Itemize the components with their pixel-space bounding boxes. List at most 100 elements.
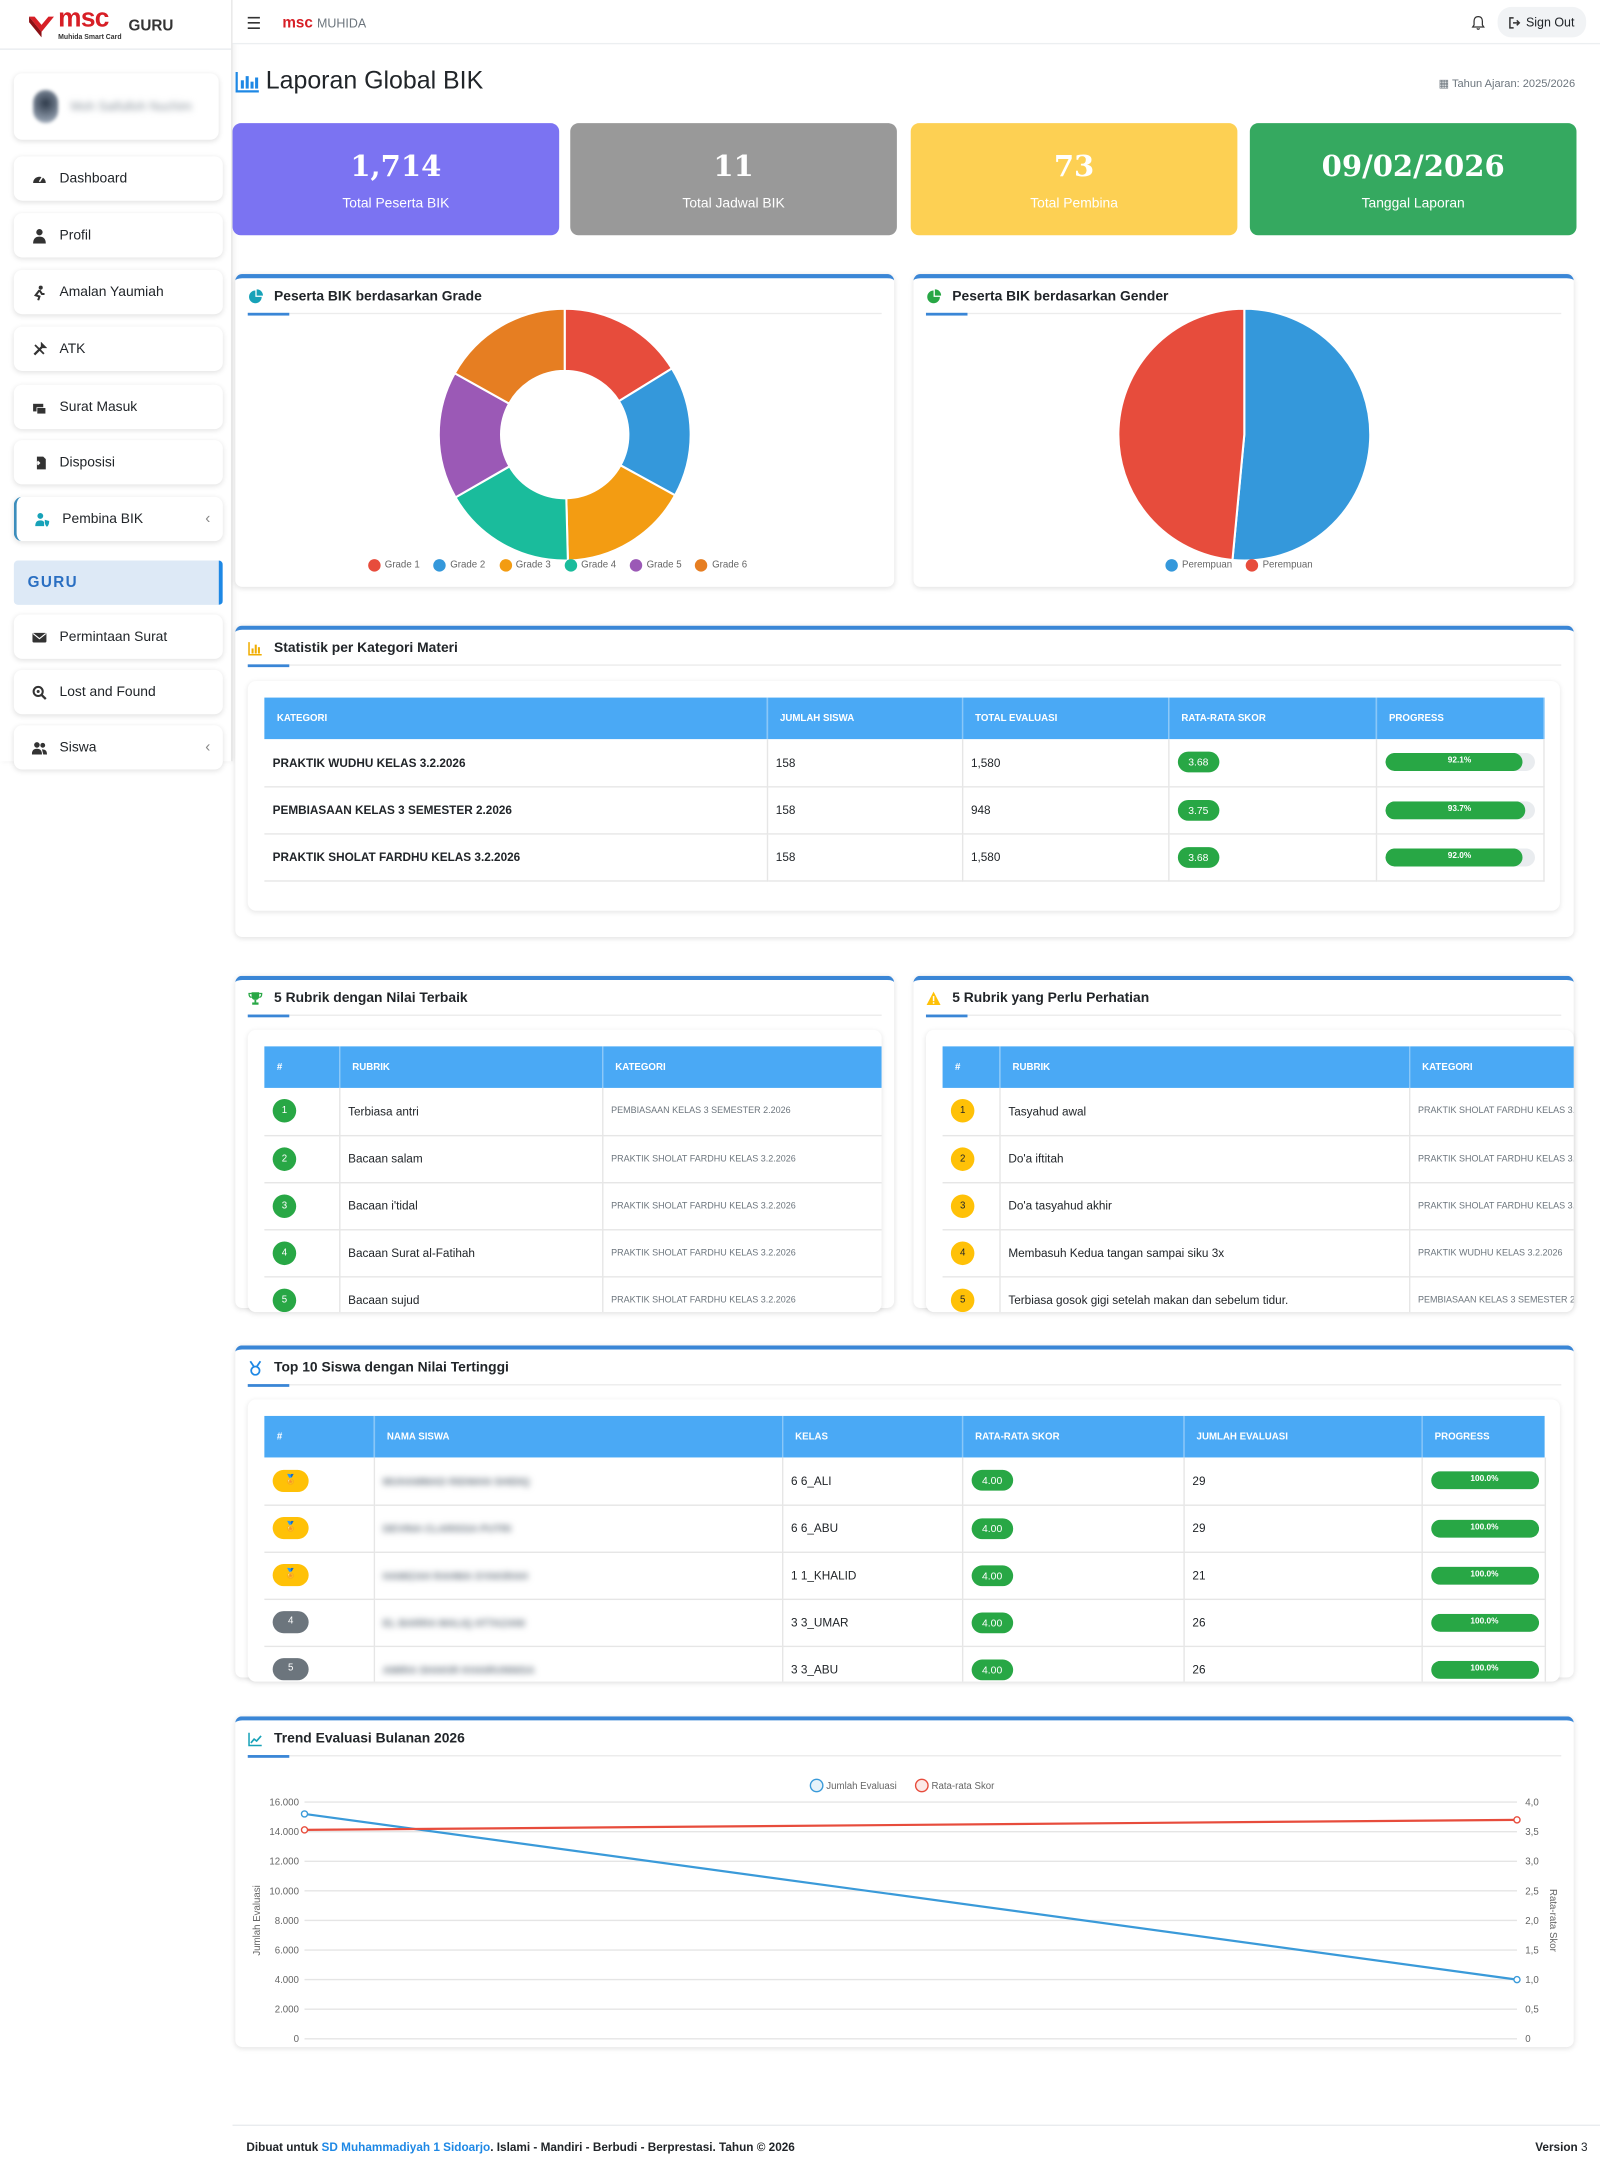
- legend-item[interactable]: Grade 3: [499, 559, 551, 572]
- table-row[interactable]: 5 Terbiasa gosok gigi setelah makan dan …: [942, 1276, 1574, 1313]
- rank-cell: 3: [942, 1182, 1001, 1230]
- school-link[interactable]: SD Muhammadiyah 1 Sidoarjo: [321, 2139, 491, 2154]
- menu-toggle-icon[interactable]: ☰: [246, 13, 262, 34]
- rubrik-attention-card: 5 Rubrik yang Perlu Perhatian # RUBRIK KAT…: [913, 975, 1574, 1313]
- user-shield-icon: [33, 511, 50, 528]
- legend-item[interactable]: Grade 4: [564, 559, 616, 572]
- table-row[interactable]: 4 Bacaan Surat al-Fatihah PRAKTIK SHOLAT…: [264, 1229, 882, 1277]
- bell-icon[interactable]: [1471, 15, 1485, 30]
- legend-item[interactable]: Grade 2: [433, 559, 485, 572]
- data-point[interactable]: [300, 1826, 309, 1834]
- progress-cell: 100.0%: [1421, 1457, 1546, 1506]
- rank-badge: 4: [272, 1240, 297, 1265]
- column-header[interactable]: KELAS: [782, 1415, 963, 1458]
- sidebar-item-pembina-bik[interactable]: Pembina BIK ‹: [13, 496, 223, 542]
- legend-item[interactable]: Grade 5: [630, 559, 682, 572]
- rubrik-cell: Do'a iftitah: [999, 1134, 1410, 1183]
- y-tick-label: 0: [294, 2034, 299, 2045]
- column-header[interactable]: JUMLAH EVALUASI: [1183, 1415, 1423, 1458]
- column-header[interactable]: #: [264, 1415, 375, 1458]
- table-row[interactable]: 1 Tasyahud awal PRAKTIK SHOLAT FARDHU KE…: [942, 1087, 1574, 1136]
- table-row[interactable]: PEMBIASAAN KELAS 3 SEMESTER 2.2026 158 9…: [264, 786, 1545, 834]
- card-title: Peserta BIK berdasarkan Gender: [926, 289, 1168, 305]
- brand[interactable]: msc Muhida Smart Card GURU: [0, 0, 232, 50]
- column-header[interactable]: #: [264, 1046, 340, 1088]
- progress-bar: 100.0%: [1430, 1519, 1539, 1538]
- table-row[interactable]: 5 Bacaan sujud PRAKTIK SHOLAT FARDHU KEL…: [264, 1276, 882, 1313]
- column-header[interactable]: RUBRIK: [339, 1046, 603, 1088]
- table-row[interactable]: PRAKTIK WUDHU KELAS 3.2.2026 158 1,580 3…: [264, 739, 1545, 787]
- topbar-brand[interactable]: msc MUHIDA: [282, 15, 367, 32]
- column-header[interactable]: RATA-RATA SKOR: [961, 1415, 1185, 1458]
- column-header[interactable]: TOTAL EVALUASI: [961, 697, 1169, 740]
- column-header[interactable]: JUMLAH SISWA: [766, 697, 963, 740]
- rubrik-cell: Bacaan Surat al-Fatihah: [339, 1229, 603, 1277]
- table-row[interactable]: 3 Do'a tasyahud akhir PRAKTIK SHOLAT FAR…: [942, 1182, 1574, 1230]
- legend-item[interactable]: Perempuan: [1245, 559, 1313, 572]
- tahun-ajaran: ▦ Tahun Ajaran: 2025/2026: [1438, 77, 1576, 90]
- column-header[interactable]: RATA-RATA SKOR: [1168, 697, 1377, 740]
- total-cell: 1,580: [961, 739, 1169, 787]
- table-row[interactable]: 2 Bacaan salam PRAKTIK SHOLAT FARDHU KEL…: [264, 1134, 882, 1183]
- column-header[interactable]: RUBRIK: [999, 1046, 1410, 1088]
- sidebar-item-disposisi[interactable]: Disposisi: [13, 440, 223, 485]
- table-row[interactable]: 3 Bacaan i'tidal PRAKTIK SHOLAT FARDHU K…: [264, 1182, 882, 1230]
- sidebar-item-profil[interactable]: Profil: [13, 213, 223, 258]
- user-card[interactable]: Moh Saifulloh Nuchim: [14, 73, 219, 139]
- sidebar-item-lost-and-found[interactable]: Lost and Found: [13, 669, 223, 715]
- column-header[interactable]: KATEGORI: [1409, 1046, 1574, 1088]
- table-row[interactable]: PRAKTIK SHOLAT FARDHU KELAS 3.2.2026 158…: [264, 833, 1545, 881]
- column-header[interactable]: KATEGORI: [264, 697, 768, 740]
- column-header[interactable]: PROGRESS: [1375, 697, 1545, 740]
- sign-out-button[interactable]: Sign Out: [1497, 6, 1587, 38]
- score-badge: 3.68: [1177, 846, 1220, 868]
- warning-icon: [926, 991, 941, 1005]
- sidebar-item-dashboard[interactable]: Dashboard: [13, 156, 223, 201]
- slice-perempuan[interactable]: [1231, 307, 1372, 562]
- stat-tanggal-laporan: 09/02/2026 Tanggal Laporan: [1249, 123, 1577, 236]
- table-row[interactable]: 5 AMIRA SHAKIR KHAIRUNNISA 3 3_ABU 4.00 …: [264, 1645, 1546, 1682]
- table-row[interactable]: 🏅 MUHAMMAD RIDWAN SHIDIQ 6 6_ALI 4.00 29…: [264, 1457, 1546, 1506]
- table-row[interactable]: 4 EL BARRA MALIQ ATTAZANI 3 3_UMAR 4.00 …: [264, 1598, 1546, 1647]
- stat-value: 09/02/2026: [1321, 148, 1505, 183]
- kategori-cell: PEMBIASAAN KELAS 3 SEMESTER 2.2026: [264, 786, 768, 834]
- slice-perempuan[interactable]: [1117, 307, 1246, 562]
- legend-label[interactable]: Rata-rata Skor: [931, 1781, 995, 1792]
- progress-cell: 100.0%: [1421, 1551, 1546, 1600]
- sidebar-item-atk[interactable]: ATK: [13, 326, 223, 371]
- rank-badge: 2: [950, 1146, 975, 1171]
- table-row[interactable]: 1 Terbiasa antri PEMBIASAAN KELAS 3 SEME…: [264, 1087, 882, 1136]
- rubrik-best-card: 5 Rubrik dengan Nilai Terbaik # RUBRIK KAT…: [235, 975, 895, 1313]
- stat-label: Total Peserta BIK: [342, 196, 450, 212]
- column-header[interactable]: #: [942, 1046, 1001, 1088]
- data-point[interactable]: [1513, 1975, 1521, 1984]
- sidebar-item-siswa[interactable]: Siswa ‹: [13, 725, 223, 770]
- y-tick-label: 12.000: [269, 1857, 299, 1868]
- table-row[interactable]: 4 Membasuh Kedua tangan sampai siku 3x P…: [942, 1229, 1574, 1277]
- column-header[interactable]: PROGRESS: [1421, 1415, 1546, 1458]
- column-header[interactable]: KATEGORI: [602, 1046, 882, 1088]
- table-row[interactable]: 2 Do'a iftitah PRAKTIK SHOLAT FARDHU KEL…: [942, 1134, 1574, 1183]
- table-row[interactable]: 🏅 HAMIZAH RAHMA SYAKIRAH 1 1_KHALID 4.00…: [264, 1551, 1546, 1600]
- progress-cell: 100.0%: [1421, 1645, 1546, 1682]
- kategori-cell: PRAKTIK WUDHU KELAS 3.2.2026: [264, 739, 768, 787]
- slice-grade-6[interactable]: [453, 307, 566, 405]
- rank-cell: 4: [942, 1229, 1001, 1277]
- data-point[interactable]: [1513, 1816, 1521, 1824]
- brand-logo: msc Muhida Smart Card: [58, 3, 122, 41]
- legend-item[interactable]: Perempuan: [1165, 559, 1232, 572]
- student-name: HAMIZAH RAHMA SYAKIRAH: [382, 1569, 528, 1583]
- top-siswa-table: # NAMA SISWA KELAS RATA-RATA SKOR JUMLAH EVA…: [264, 1415, 1546, 1682]
- legend-item[interactable]: Grade 1: [368, 559, 420, 572]
- sidebar-item-amalan-yaumiah[interactable]: Amalan Yaumiah: [13, 269, 223, 315]
- skor-cell: 4.00: [961, 1645, 1185, 1682]
- data-point[interactable]: [300, 1810, 309, 1818]
- rubrik-cell: Bacaan salam: [339, 1134, 603, 1183]
- table-row[interactable]: 🏅 DEVINA CLARISSA PUTRI 6 6_ABU 4.00 29 …: [264, 1504, 1546, 1553]
- legend-label[interactable]: Jumlah Evaluasi: [826, 1781, 896, 1792]
- column-header[interactable]: NAMA SISWA: [373, 1415, 783, 1458]
- rank-cell: 5: [264, 1645, 375, 1682]
- sidebar-item-surat-masuk[interactable]: Surat Masuk: [13, 384, 223, 430]
- legend-item[interactable]: Grade 6: [695, 559, 747, 572]
- sidebar-item-permintaan-surat[interactable]: Permintaan Surat: [13, 614, 223, 659]
